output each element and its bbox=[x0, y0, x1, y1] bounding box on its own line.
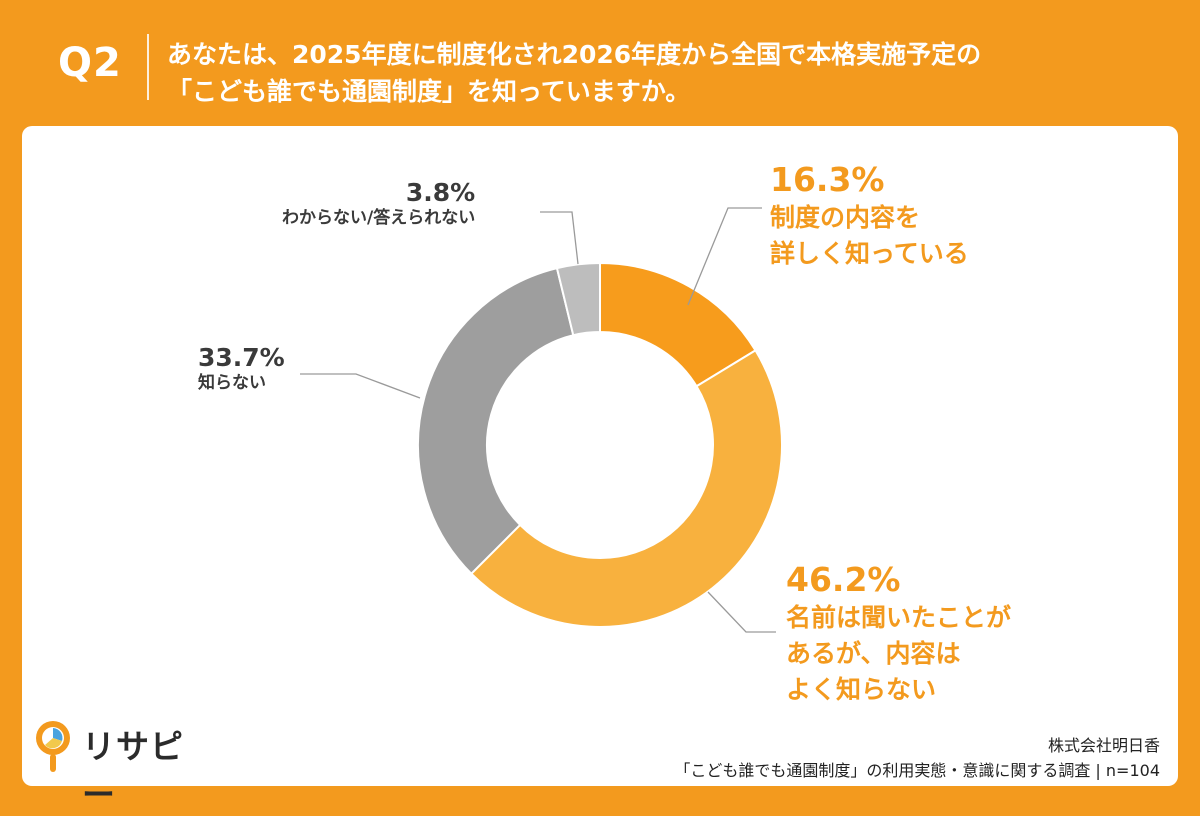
text-detail-1: 制度の内容を bbox=[770, 203, 921, 232]
slice-name-only bbox=[469, 349, 783, 628]
text-detail-2: 詳しく知っている bbox=[770, 239, 969, 268]
text-name-only-2: あるが、内容は bbox=[786, 639, 961, 668]
question-text: あなたは、2025年度に制度化され2026年度から全国で本格実施予定の 「こども… bbox=[167, 36, 1167, 110]
pct-no-answer: 3.8% bbox=[405, 178, 476, 207]
question-number: Q2 bbox=[58, 40, 122, 86]
brand-logo: リサピー bbox=[30, 718, 210, 814]
label-name-only: 46.2% 名前は聞いたことが あるが、内容は よく知らない bbox=[786, 560, 1011, 708]
label-detail: 16.3% 制度の内容を 詳しく知っている bbox=[770, 160, 969, 272]
text-unknown: 知らない bbox=[198, 373, 266, 393]
leader-line-name-only bbox=[707, 591, 776, 633]
label-no-answer: 3.8% わからない/答えられない bbox=[282, 178, 475, 229]
pct-unknown: 33.7% bbox=[198, 343, 285, 372]
source-footer: 株式会社明日香 「こども誰でも通園制度」の利用実態・意識に関する調査 | n=1… bbox=[674, 733, 1160, 783]
question-header: Q2 あなたは、2025年度に制度化され2026年度から全国で本格実施予定の 「… bbox=[0, 0, 1200, 126]
pct-name-only: 46.2% bbox=[786, 560, 901, 599]
header-divider bbox=[147, 34, 149, 100]
pct-detail: 16.3% bbox=[770, 160, 885, 199]
footer-survey: 「こども誰でも通園制度」の利用実態・意識に関する調査 | n=104 bbox=[674, 761, 1160, 780]
text-name-only-1: 名前は聞いたことが bbox=[786, 603, 1012, 632]
chart-card bbox=[22, 126, 1178, 786]
leader-line-unknown bbox=[300, 373, 421, 399]
slice-no-answer bbox=[555, 261, 601, 337]
leader-line-detail bbox=[687, 207, 762, 306]
leader-line-no-answer bbox=[540, 211, 579, 265]
question-line-2: 「こども誰でも通園制度」を知っていますか。 bbox=[167, 77, 691, 106]
text-name-only-3: よく知らない bbox=[786, 675, 937, 704]
footer-company: 株式会社明日香 bbox=[1047, 736, 1160, 755]
label-unknown: 33.7% 知らない bbox=[198, 343, 285, 394]
slice-unknown bbox=[417, 266, 575, 576]
text-no-answer: わからない/答えられない bbox=[282, 208, 476, 228]
map-pin-icon bbox=[36, 721, 70, 772]
question-line-1: あなたは、2025年度に制度化され2026年度から全国で本格実施予定の bbox=[167, 40, 982, 69]
logo-text: リサピー bbox=[82, 727, 184, 814]
